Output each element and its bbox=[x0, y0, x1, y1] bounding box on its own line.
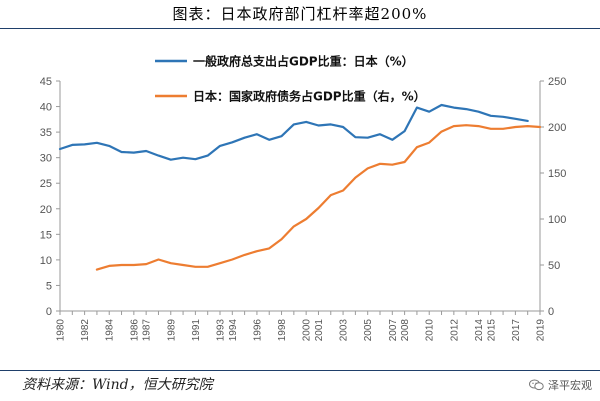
x-tick-label: 1991 bbox=[191, 319, 202, 342]
page-title: 图表：日本政府部门杠杆率超200% bbox=[172, 5, 428, 23]
y-left-tick-label: 15 bbox=[40, 229, 52, 241]
x-tick-label: 1980 bbox=[56, 319, 67, 342]
x-tick-label: 2005 bbox=[363, 319, 374, 342]
x-tick-label: 2010 bbox=[425, 319, 436, 342]
x-tick-label: 2017 bbox=[511, 319, 522, 342]
x-tick-label: 2008 bbox=[400, 319, 411, 342]
y-left-tick-label: 35 bbox=[40, 127, 52, 139]
x-tick-label: 1982 bbox=[80, 319, 91, 342]
x-tick-label: 2001 bbox=[314, 319, 325, 342]
y-left-tick-label: 30 bbox=[40, 153, 52, 165]
x-tick-label: 1984 bbox=[105, 319, 116, 342]
x-tick-label: 2000 bbox=[302, 319, 313, 342]
y-right-tick-label: 200 bbox=[548, 122, 566, 134]
y-right-tick-label: 50 bbox=[548, 260, 560, 272]
x-tick-label: 1986 bbox=[129, 319, 140, 342]
y-left-tick-label: 45 bbox=[40, 76, 52, 88]
x-tick-label: 1994 bbox=[228, 319, 239, 342]
y-left-tick-label: 20 bbox=[40, 204, 52, 216]
legend-label-2: 日本：国家政府债务占GDP比重（右，%） bbox=[193, 89, 426, 104]
watermark: 泽平宏观 bbox=[529, 377, 592, 393]
x-tick-label: 2019 bbox=[536, 319, 547, 342]
series-line-2 bbox=[95, 124, 542, 271]
source-note: 资料来源：Wind，恒大研究院 bbox=[22, 377, 213, 393]
series-line-1 bbox=[58, 103, 529, 161]
dual-axis-line-chart: 0 5 10 15 20 25 30 35 40 45 0 50 100 150 200 250 1980 198… bbox=[40, 54, 567, 342]
title-divider bbox=[0, 28, 600, 29]
wechat-icon bbox=[529, 379, 544, 391]
x-tick-label: 2015 bbox=[486, 319, 497, 342]
legend-label-1: 一般政府总支出占GDP比重：日本（%） bbox=[193, 54, 414, 69]
x-tick-label: 1987 bbox=[142, 319, 153, 342]
x-tick-label: 1998 bbox=[277, 319, 288, 342]
y-right-tick-label: 100 bbox=[548, 214, 566, 226]
x-tick-label: 1996 bbox=[252, 319, 263, 342]
y-right-tick-label: 0 bbox=[548, 306, 554, 318]
x-tick-label: 2003 bbox=[339, 319, 350, 342]
x-tick-label: 1993 bbox=[216, 319, 227, 342]
x-tick-label: 2007 bbox=[388, 319, 399, 342]
y-left-tick-label: 5 bbox=[46, 280, 52, 292]
y-left-tick-label: 40 bbox=[40, 102, 52, 114]
x-tick-label: 1989 bbox=[166, 319, 177, 342]
y-right-tick-label: 250 bbox=[548, 76, 566, 88]
y-left-tick-label: 0 bbox=[46, 306, 52, 318]
y-right-tick-label: 150 bbox=[548, 168, 566, 180]
watermark-text: 泽平宏观 bbox=[548, 379, 592, 392]
x-tick-label: 2014 bbox=[474, 319, 485, 342]
y-left-tick-label: 10 bbox=[40, 255, 52, 267]
footer-divider bbox=[0, 370, 600, 371]
y-left-tick-label: 25 bbox=[40, 178, 52, 190]
x-tick-label: 2012 bbox=[449, 319, 460, 342]
